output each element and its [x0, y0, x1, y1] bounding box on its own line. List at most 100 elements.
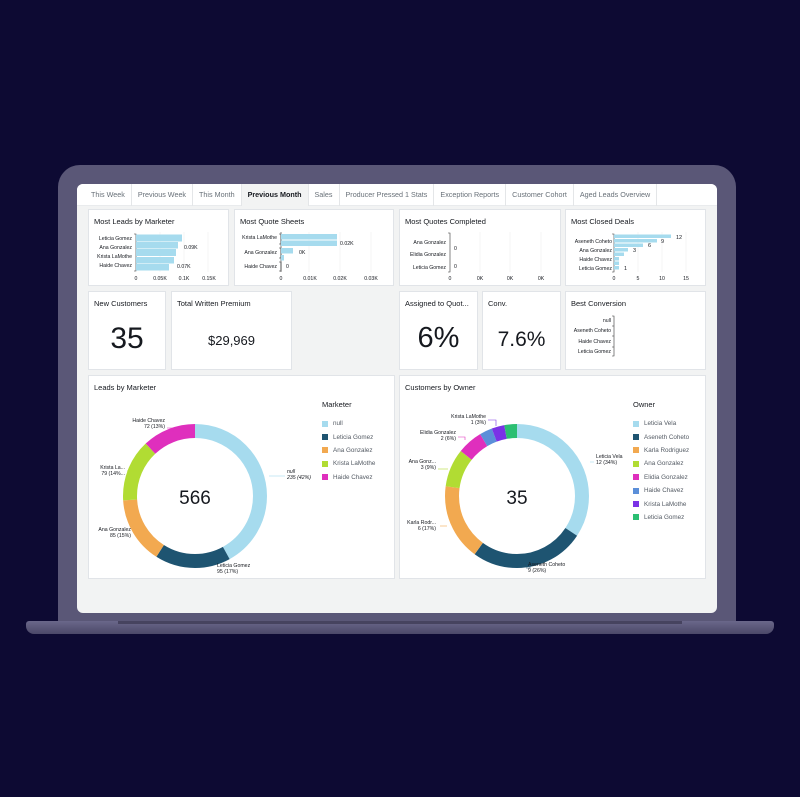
svg-text:0.02K: 0.02K	[333, 276, 347, 282]
legend-item[interactable]: Leticia Gomez	[633, 511, 689, 524]
most-closed-deals-card[interactable]: Most Closed Deals Aseneth Coheto Ana Gon…	[565, 209, 706, 286]
legend-item[interactable]: Ana Gonzalez	[633, 457, 689, 470]
card-title: New Customers	[94, 299, 148, 308]
svg-text:9: 9	[661, 239, 664, 245]
svg-text:Leticia Gomez: Leticia Gomez	[578, 349, 612, 355]
legend-item[interactable]: null	[322, 417, 375, 430]
most-leads-by-marketer-card[interactable]: Most Leads by Marketer Leticia Gomez Ana…	[88, 209, 229, 286]
legend-item[interactable]: Ana Gonzalez	[322, 444, 375, 457]
donut-total: 566	[179, 488, 211, 509]
card-title: Total Written Premium	[177, 299, 251, 308]
svg-text:5: 5	[637, 276, 640, 282]
svg-text:0: 0	[454, 264, 457, 270]
new-customers-kpi[interactable]: New Customers 35	[88, 291, 166, 370]
assigned-to-quote-kpi[interactable]: Assigned to Quot... 6%	[399, 291, 478, 370]
svg-text:6: 6	[648, 243, 651, 249]
svg-text:72 (13%): 72 (13%)	[144, 424, 165, 430]
svg-text:Haide Chavez: Haide Chavez	[244, 264, 277, 270]
svg-text:Ana Gonzalez: Ana Gonzalez	[413, 240, 446, 246]
svg-text:Krista LaMothe: Krista LaMothe	[451, 414, 486, 420]
svg-text:Haide Chavez: Haide Chavez	[132, 418, 165, 424]
legend-item[interactable]: Leticia Vela	[633, 417, 689, 430]
bar-chart: Aseneth Coheto Ana Gonzalez Haide Chavez…	[575, 232, 689, 282]
svg-text:Leticia Gomez: Leticia Gomez	[217, 563, 251, 569]
tab-previous-month[interactable]: Previous Month	[241, 184, 309, 206]
axis-label: Ana Gonzalez	[99, 245, 132, 251]
tab-producer-pressed-1-stats[interactable]: Producer Pressed 1 Stats	[340, 184, 435, 206]
tab-previous-week[interactable]: Previous Week	[132, 184, 194, 206]
axis-label: Leticia Gomez	[99, 236, 133, 242]
svg-text:0: 0	[613, 276, 616, 282]
axis-label: Haide Chavez	[99, 263, 132, 269]
total-written-premium-kpi[interactable]: Total Written Premium $29,969	[171, 291, 292, 370]
svg-text:Ana Gonzalez: Ana Gonzalez	[579, 248, 612, 254]
svg-text:Aseneth Coheto: Aseneth Coheto	[528, 562, 565, 568]
svg-text:0.02K: 0.02K	[340, 241, 354, 247]
svg-text:0K: 0K	[538, 276, 545, 282]
card-title: Conv.	[488, 299, 508, 308]
svg-text:Haide Chavez: Haide Chavez	[578, 339, 611, 345]
svg-text:Krista La...: Krista La...	[100, 465, 125, 471]
svg-text:Ana Gonzalez: Ana Gonzalez	[244, 250, 277, 256]
legend-item[interactable]: Elidia Gonzalez	[633, 471, 689, 484]
laptop-keyboard-edge	[118, 621, 682, 624]
svg-text:Karla Rodr...: Karla Rodr...	[407, 520, 436, 526]
legend-item[interactable]: Karla Rodriguez	[633, 444, 689, 457]
bar-chart: Krista LaMothe Ana Gonzalez Haide Chavez…	[242, 232, 378, 282]
svg-text:3: 3	[633, 248, 636, 254]
legend-item[interactable]: Leticia Gomez	[322, 430, 375, 443]
dashboard-screen: This Week Previous Week This Month Previ…	[77, 184, 717, 613]
svg-text:Elidia Gonzalez: Elidia Gonzalez	[410, 252, 446, 258]
svg-text:0K: 0K	[299, 250, 306, 256]
svg-text:0: 0	[280, 276, 283, 282]
legend-marketer: Marketer null Leticia Gomez Ana Gonzalez…	[322, 400, 375, 484]
legend-item[interactable]: Krista LaMothe	[322, 457, 375, 470]
svg-text:2 (6%): 2 (6%)	[441, 436, 457, 442]
svg-text:Haide Chavez: Haide Chavez	[579, 257, 612, 263]
svg-text:0: 0	[454, 246, 457, 252]
leads-by-marketer-card[interactable]: Leads by Marketer 566 null 235 (42%) Let…	[88, 375, 395, 579]
svg-text:Leticia Gomez: Leticia Gomez	[579, 266, 613, 272]
card-title: Assigned to Quot...	[405, 299, 469, 308]
legend-item[interactable]: Aseneth Coheto	[633, 430, 689, 443]
legend-item[interactable]: Haide Chavez	[633, 484, 689, 497]
legend-owner: Owner Leticia Vela Aseneth Coheto Karla …	[633, 400, 689, 524]
tab-customer-cohort[interactable]: Customer Cohort	[506, 184, 574, 206]
donut-chart: 566 null 235 (42%) Leticia Gomez 95 (17%…	[98, 418, 311, 575]
tab-this-week[interactable]: This Week	[85, 184, 132, 206]
card-title: Best Conversion	[571, 299, 627, 308]
svg-text:79 (14%...: 79 (14%...	[101, 471, 125, 477]
svg-text:0.05K: 0.05K	[153, 276, 167, 282]
svg-text:12: 12	[676, 235, 682, 241]
svg-text:0.07K: 0.07K	[177, 264, 191, 270]
legend-item[interactable]: Haide Chavez	[322, 471, 375, 484]
bar-chart: null Aseneth Coheto Haide Chavez Leticia…	[574, 315, 615, 357]
card-title: Customers by Owner	[405, 383, 476, 392]
tab-aged-leads-overview[interactable]: Aged Leads Overview	[574, 184, 658, 206]
card-title: Leads by Marketer	[94, 383, 157, 392]
laptop-base	[26, 621, 774, 634]
svg-text:3 (9%): 3 (9%)	[421, 465, 437, 471]
svg-text:Elidia Gonzalez: Elidia Gonzalez	[420, 430, 456, 436]
tab-sales[interactable]: Sales	[309, 184, 340, 206]
tab-this-month[interactable]: This Month	[193, 184, 242, 206]
kpi-value: $29,969	[208, 333, 255, 348]
svg-text:1: 1	[624, 266, 627, 272]
svg-text:0.1K: 0.1K	[179, 276, 190, 282]
svg-text:0K: 0K	[477, 276, 484, 282]
svg-text:Ana Gonzalez: Ana Gonzalez	[98, 527, 131, 533]
customers-by-owner-card[interactable]: Customers by Owner 35 Leticia Vela 12 (3…	[399, 375, 706, 579]
svg-text:0.09K: 0.09K	[184, 245, 198, 251]
svg-text:12 (34%): 12 (34%)	[596, 460, 617, 466]
most-quotes-completed-card[interactable]: Most Quotes Completed Ana Gonzalez Elidi…	[399, 209, 561, 286]
legend-item[interactable]: Krista LaMothe	[633, 497, 689, 510]
conv-kpi[interactable]: Conv. 7.6%	[482, 291, 561, 370]
svg-text:235 (42%): 235 (42%)	[286, 475, 311, 481]
svg-text:0.15K: 0.15K	[202, 276, 216, 282]
best-conversion-card[interactable]: Best Conversion null Aseneth Coheto Haid…	[565, 291, 706, 370]
svg-text:0.01K: 0.01K	[303, 276, 317, 282]
svg-text:9 (26%): 9 (26%)	[528, 568, 546, 574]
card-title: Most Leads by Marketer	[94, 217, 175, 226]
most-quote-sheets-card[interactable]: Most Quote Sheets Krista LaMothe Ana Gon…	[234, 209, 394, 286]
tab-exception-reports[interactable]: Exception Reports	[434, 184, 507, 206]
